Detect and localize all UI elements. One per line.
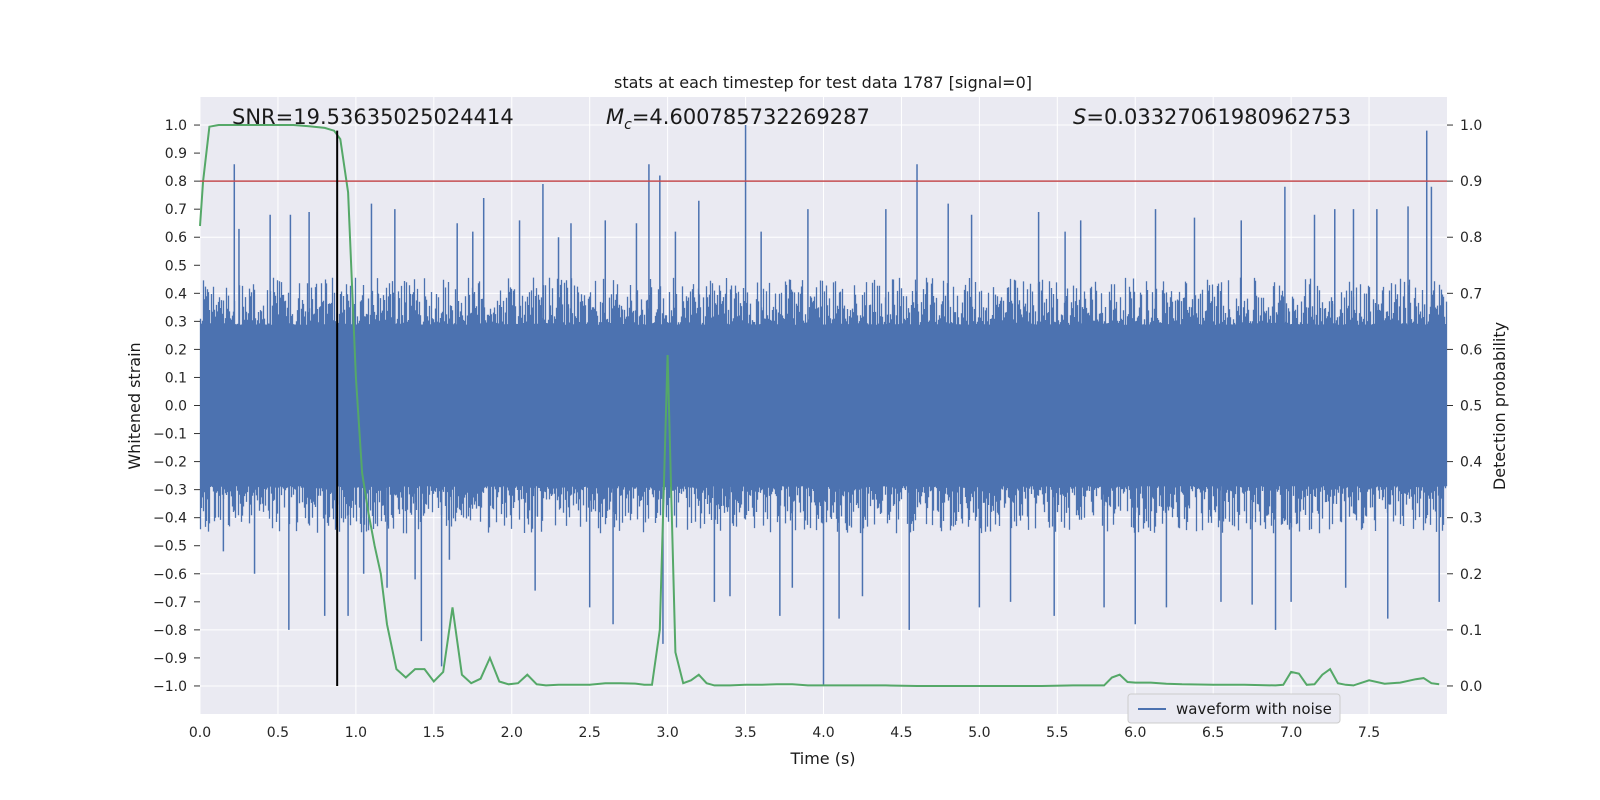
legend-label-waveform: waveform with noise bbox=[1176, 700, 1332, 718]
y-tick-label: 0.3 bbox=[165, 314, 187, 330]
y-tick-label: −0.8 bbox=[153, 623, 187, 639]
y-tick-label: 0.8 bbox=[165, 174, 187, 190]
y-tick-label: 0.5 bbox=[165, 258, 187, 274]
probability-line bbox=[199, 124, 1440, 687]
x-tick-label: 0.0 bbox=[189, 725, 211, 741]
x-tick-label: 1.0 bbox=[345, 725, 367, 741]
y-tick-label: 0.0 bbox=[165, 399, 187, 415]
x-tick-label: 6.0 bbox=[1124, 725, 1146, 741]
y2-tick-labels: 1.0 0.9 0.8 0.7 0.6 0.5 0.4 0.3 0.2 0.1 0.0 bbox=[1447, 118, 1482, 695]
x-tick-label: 7.5 bbox=[1358, 725, 1380, 741]
y-tick-label: −0.3 bbox=[153, 483, 187, 499]
x-tick-label: 6.5 bbox=[1202, 725, 1224, 741]
y-tick-label: −0.4 bbox=[153, 511, 187, 527]
chart-title: stats at each timestep for test data 178… bbox=[614, 73, 1032, 92]
x-tick-label: 5.0 bbox=[968, 725, 990, 741]
y-tick-label: −0.5 bbox=[153, 539, 187, 555]
y-tick-label: 0.7 bbox=[165, 202, 187, 218]
y2-tick-label: 0.9 bbox=[1460, 174, 1482, 190]
x-tick-label: 4.0 bbox=[812, 725, 834, 741]
y-tick-label: −1.0 bbox=[153, 679, 187, 695]
y2-tick-label: 0.4 bbox=[1460, 455, 1482, 471]
chirp-mass-annotation: Mc=4.600785732269287 bbox=[606, 105, 870, 133]
y2-tick-label: 0.8 bbox=[1460, 230, 1482, 246]
x-tick-label: 1.5 bbox=[423, 725, 445, 741]
x-tick-label: 2.0 bbox=[501, 725, 523, 741]
x-tick-label: 3.5 bbox=[734, 725, 756, 741]
y2-tick-label: 0.7 bbox=[1460, 286, 1482, 302]
probability-series bbox=[199, 124, 1440, 687]
x-tick-label: 5.5 bbox=[1046, 725, 1068, 741]
y2-tick-label: 1.0 bbox=[1460, 118, 1482, 134]
y-tick-label: −0.6 bbox=[153, 567, 187, 583]
y-tick-label: −0.7 bbox=[153, 595, 187, 611]
s-annotation: S=0.03327061980962753 bbox=[1073, 105, 1351, 129]
x-tick-label: 0.5 bbox=[267, 725, 289, 741]
waveform-noise-band bbox=[199, 277, 1448, 534]
y-tick-label: 0.4 bbox=[165, 286, 187, 302]
y2-tick-label: 0.6 bbox=[1460, 342, 1482, 358]
snr-annotation: SNR=19.53635025024414 bbox=[232, 105, 514, 129]
x-tick-labels: 0.0 0.5 1.0 1.5 2.0 2.5 3.0 3.5 4.0 4.5 5.0 5.5 6.0 6… bbox=[189, 725, 1380, 741]
y-tick-label: 0.2 bbox=[165, 342, 187, 358]
x-tick-label: 2.5 bbox=[579, 725, 601, 741]
y-tick-label: 0.1 bbox=[165, 370, 187, 386]
y2-tick-label: 0.3 bbox=[1460, 511, 1482, 527]
y-tick-label: 1.0 bbox=[165, 118, 187, 134]
y-tick-label: −0.1 bbox=[153, 427, 187, 443]
y2-tick-label: 0.0 bbox=[1460, 679, 1482, 695]
legend-box bbox=[1127, 693, 1341, 724]
y2-tick-label: 0.1 bbox=[1460, 623, 1482, 639]
x-axis-label: Time (s) bbox=[789, 749, 855, 768]
y-axis-label: Whitened strain bbox=[125, 342, 144, 469]
y-tick-label: 0.6 bbox=[165, 230, 187, 246]
y-tick-label: −0.9 bbox=[153, 651, 187, 667]
x-tick-label: 7.0 bbox=[1280, 725, 1302, 741]
y2-tick-label: 0.2 bbox=[1460, 567, 1482, 583]
x-tick-label: 4.5 bbox=[890, 725, 912, 741]
y2-axis-label: Detection probability bbox=[1490, 322, 1509, 490]
y2-tick-label: 0.5 bbox=[1460, 399, 1482, 415]
y-tick-labels: 1.0 0.9 0.8 0.7 0.6 0.5 0.4 0.3 0.2 0.1 0.0 −0.1 −0.… bbox=[153, 118, 200, 695]
legend: waveform with noise bbox=[1127, 693, 1341, 724]
x-tick-label: 3.0 bbox=[656, 725, 678, 741]
y-tick-label: −0.2 bbox=[153, 455, 187, 471]
y-tick-label: 0.9 bbox=[165, 146, 187, 162]
